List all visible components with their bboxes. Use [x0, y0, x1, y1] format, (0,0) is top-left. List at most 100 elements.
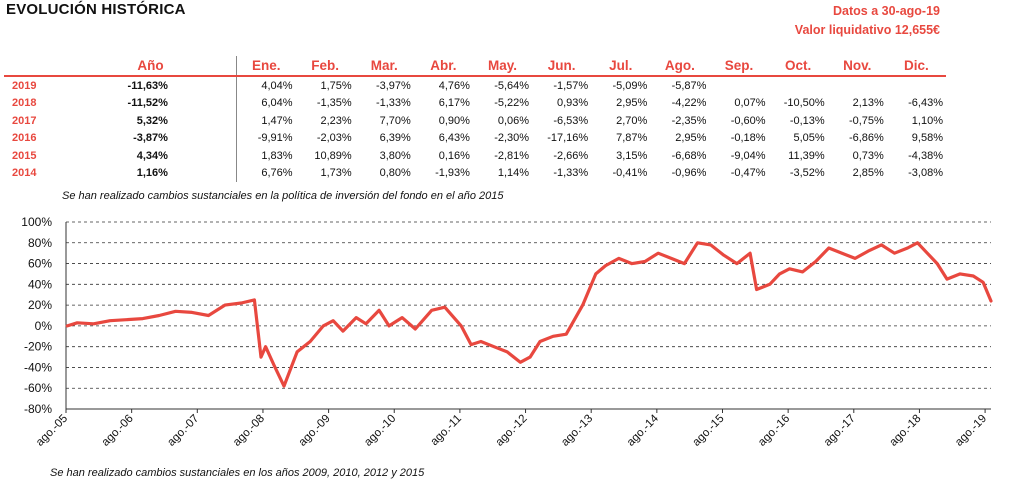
chart-series	[65, 241, 993, 388]
y-tick-label: 0%	[35, 319, 53, 333]
month-return-cell: 5,05%	[793, 132, 825, 145]
performance-series-line	[65, 241, 993, 388]
row-year: 2019	[12, 79, 37, 92]
month-return-cell: -9,91%	[257, 132, 293, 145]
row-annual-return: -11,63%	[65, 76, 237, 95]
month-return-cell: -3,52%	[789, 167, 825, 180]
month-return-cell: -6,53%	[553, 114, 589, 127]
month-return-cell: 0,07%	[734, 97, 766, 110]
month-return-cell: -5,87%	[671, 79, 707, 92]
month-return-cell: 3,15%	[616, 149, 648, 162]
chart-axes	[65, 222, 991, 410]
header-month: Dic.	[886, 56, 946, 77]
header-month: Sep.	[709, 56, 769, 77]
month-return-cell: -0,60%	[730, 114, 766, 127]
row-year: 2018	[12, 97, 37, 110]
month-return-cell: -5,22%	[494, 97, 530, 110]
month-return-cell: 9,58%	[911, 132, 943, 145]
y-tick-label: -80%	[24, 402, 52, 416]
x-tick-label: ago.-17	[822, 413, 858, 449]
x-tick-label: ago.-08	[231, 413, 267, 449]
month-return-cell: -3,08%	[908, 167, 943, 180]
header-month: Oct.	[768, 56, 828, 77]
y-tick-label: 20%	[28, 298, 52, 312]
row-year: 2016	[12, 132, 37, 145]
month-return-cell: -2,03%	[316, 132, 352, 145]
month-return-cell: -0,18%	[730, 132, 766, 145]
month-return-cell: 7,87%	[616, 132, 648, 145]
month-return-cell: -10,50%	[783, 97, 825, 110]
month-return-cell: -0,41%	[612, 167, 648, 180]
month-return-cell: 0,93%	[556, 97, 589, 110]
performance-line-chart: 100% 80% 60% 40% 20% 0% -20% -40% -60% -80% ago.-…	[21, 215, 993, 449]
y-tick-label: 40%	[28, 277, 52, 291]
month-return-cell: 1,73%	[320, 167, 352, 180]
month-return-cell: -1,33%	[375, 97, 411, 110]
table-row: 2015 4,34% 1,83% 10,89% 3,80% 0,16% -2,81% -2,6…	[4, 147, 946, 165]
month-return-cell: -1,93%	[435, 167, 470, 180]
years-change-note: Se han realizado cambios sustanciales en…	[50, 467, 425, 479]
month-return-cell: 2,85%	[852, 167, 884, 180]
month-return-cell: -3,97%	[375, 79, 411, 92]
month-return-cell: -0,13%	[789, 114, 825, 127]
policy-change-note: Se han realizado cambios sustanciales en…	[62, 190, 504, 202]
month-return-cell: -2,81%	[494, 149, 530, 162]
month-return-cell: -0,47%	[730, 167, 766, 180]
table-body: 2019 -11,63% 4,04% 1,75% -3,97% 4,76% -5,64% -1…	[4, 76, 946, 182]
month-return-cell: -4,22%	[671, 97, 707, 110]
month-return-cell: 6,39%	[379, 132, 411, 145]
month-return-cell: 4,76%	[438, 79, 470, 92]
table-header-row: Año Ene. Feb. Mar. Abr. May. Jun. Jul. A…	[4, 56, 946, 77]
month-return-cell: -0,75%	[848, 114, 884, 127]
month-return-cell: 1,10%	[911, 114, 943, 127]
table-row: 2014 1,16% 6,76% 1,73% 0,80% -1,93% 1,14% -1,33…	[4, 164, 946, 182]
month-return-cell: 1,47%	[261, 114, 293, 127]
row-year: 2017	[12, 114, 37, 127]
header-month: Jul.	[591, 56, 651, 77]
month-return-cell: 4,04%	[261, 79, 293, 92]
month-return-cell: 1,75%	[320, 79, 352, 92]
x-tick-label: ago.-19	[953, 413, 989, 449]
x-axis-ticks: ago.-05 ago.-06 ago.-07 ago.-08 ago.-09 ago.-…	[34, 409, 989, 449]
month-return-cell: -6,68%	[671, 149, 707, 162]
x-tick-label: ago.-07	[165, 413, 201, 449]
header-month: Abr.	[413, 56, 473, 77]
header-blank	[4, 56, 66, 77]
month-return-cell: 2,70%	[616, 114, 648, 127]
x-tick-label: ago.-13	[559, 413, 595, 449]
month-return-cell: 2,13%	[852, 97, 884, 110]
x-tick-label: ago.-09	[297, 413, 333, 449]
y-tick-label: 80%	[28, 236, 52, 250]
nav-value: Valor liquidativo 12,655€	[794, 23, 940, 37]
row-annual-return: -11,52%	[65, 94, 237, 112]
month-return-cell: -2,35%	[671, 114, 707, 127]
y-tick-label: -40%	[24, 360, 52, 374]
month-return-cell: -4,38%	[908, 149, 943, 162]
header-month: Ene.	[236, 56, 296, 77]
month-return-cell: 0,80%	[379, 167, 411, 180]
month-return-cell: -5,09%	[612, 79, 648, 92]
month-return-cell: 6,17%	[438, 97, 470, 110]
table-row: 2019 -11,63% 4,04% 1,75% -3,97% 4,76% -5,64% -1…	[4, 76, 946, 95]
month-return-cell: -2,30%	[494, 132, 530, 145]
month-return-cell: 6,43%	[438, 132, 470, 145]
month-return-cell: 11,39%	[788, 149, 825, 162]
x-tick-label: ago.-10	[362, 413, 398, 449]
header-year: Año	[65, 56, 237, 77]
month-return-cell	[828, 76, 887, 95]
x-tick-label: ago.-12	[494, 413, 530, 449]
month-return-cell: -6,86%	[848, 132, 884, 145]
month-return-cell: -1,33%	[553, 167, 589, 180]
x-tick-label: ago.-11	[429, 413, 464, 448]
month-return-cell: -1,57%	[553, 79, 589, 92]
row-annual-return: 5,32%	[65, 112, 237, 130]
page-title: EVOLUCIÓN HISTÓRICA	[6, 1, 186, 18]
x-tick-label: ago.-15	[691, 413, 727, 449]
y-tick-label: 100%	[21, 215, 52, 229]
month-return-cell: -1,35%	[316, 97, 352, 110]
month-return-cell	[709, 76, 768, 95]
month-return-cell: 0,90%	[438, 114, 470, 127]
month-return-cell: 2,23%	[320, 114, 352, 127]
x-tick-label: ago.-14	[625, 412, 661, 448]
month-return-cell	[887, 76, 946, 95]
